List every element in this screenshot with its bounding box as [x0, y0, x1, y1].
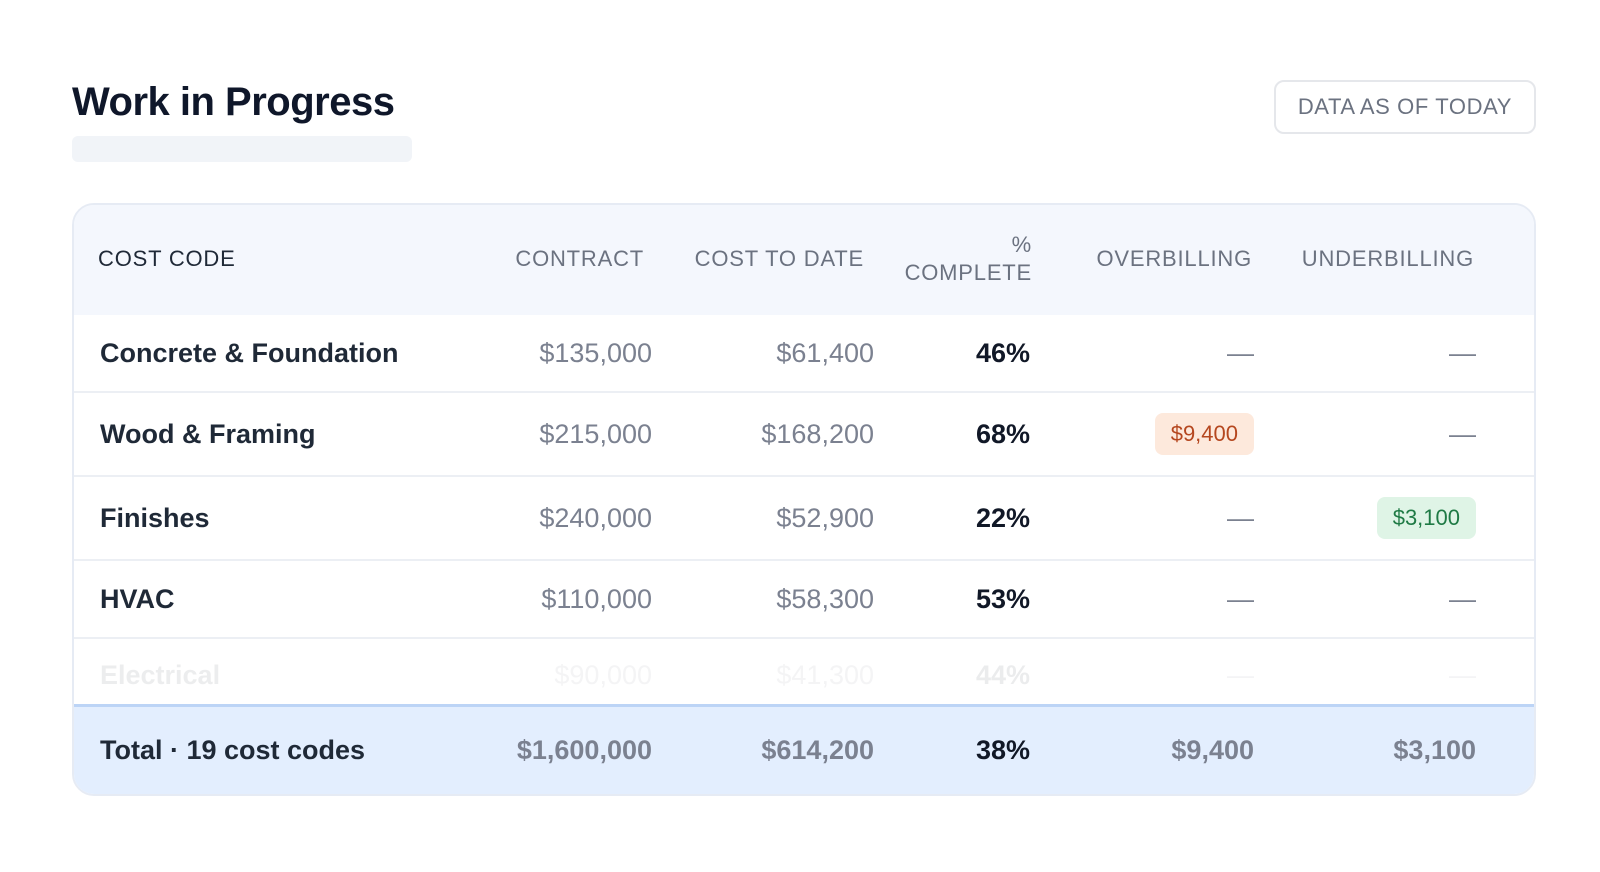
cost-code-name: Concrete & Foundation: [100, 337, 399, 368]
column-header-cost-to-date[interactable]: COST TO DATE: [694, 246, 864, 271]
underbilling-badge: $3,100: [1376, 497, 1476, 539]
table-row[interactable]: Wood & Framing $215,000 $168,200 68% $9,…: [74, 393, 1534, 477]
column-header-overbilling[interactable]: OVERBILLING: [1096, 246, 1252, 271]
pct-complete-value: 68%: [975, 418, 1030, 449]
table-header: COST CODE CONTRACT COST TO DATE % COMPLE…: [74, 205, 1534, 315]
column-header-pct-complete[interactable]: % COMPLETE: [894, 231, 1032, 287]
wip-table: COST CODE CONTRACT COST TO DATE % COMPLE…: [72, 203, 1536, 796]
table-row[interactable]: HVAC $110,000 $58,300 53% — —: [74, 561, 1534, 639]
cost-code-name: Finishes: [100, 502, 210, 533]
contract-value: $215,000: [539, 418, 652, 449]
contract-value: $110,000: [541, 583, 652, 614]
total-overbilling: $9,400: [1171, 735, 1254, 765]
total-pct-complete: 38%: [975, 735, 1030, 765]
cost-code-name: Electrical: [100, 659, 221, 690]
overbilling-badge: $9,400: [1154, 413, 1254, 455]
total-contract: $1,600,000: [516, 735, 652, 765]
underbilling-value: —: [1449, 418, 1476, 449]
overbilling-cell: $9,400: [1054, 393, 1254, 475]
total-cost-to-date: $614,200: [761, 735, 874, 765]
underbilling-value: —: [1449, 659, 1476, 690]
cost-to-date-value: $52,900: [776, 502, 874, 533]
overbilling-value: —: [1227, 337, 1254, 368]
table-row[interactable]: Concrete & Foundation $135,000 $61,400 4…: [74, 315, 1534, 393]
cost-to-date-value: $41,300: [776, 659, 874, 690]
pct-complete-value: 53%: [975, 583, 1030, 614]
overbilling-value: —: [1227, 583, 1254, 614]
pct-complete-value: 44%: [975, 659, 1030, 690]
data-as-of-badge[interactable]: DATA AS OF TODAY: [1273, 80, 1536, 134]
table-row[interactable]: Electrical $90,000 $41,300 44% — —: [74, 639, 1534, 711]
overbilling-value: —: [1227, 659, 1254, 690]
underbilling-cell: $3,100: [1274, 477, 1476, 559]
page-title: Work in Progress: [72, 80, 395, 124]
cost-to-date-value: $61,400: [776, 337, 874, 368]
column-header-pct-symbol: %: [1011, 232, 1032, 257]
total-label: Total · 19 cost codes: [100, 735, 366, 765]
contract-value: $90,000: [554, 659, 652, 690]
contract-value: $135,000: [539, 337, 652, 368]
underbilling-value: —: [1449, 583, 1476, 614]
subtitle-placeholder: [72, 136, 412, 162]
table-total-row: Total · 19 cost codes $1,600,000 $614,20…: [74, 704, 1534, 794]
cost-code-name: Wood & Framing: [100, 418, 316, 449]
page-header: Work in Progress DATA AS OF TODAY: [72, 78, 1536, 162]
column-header-contract[interactable]: CONTRACT: [515, 246, 644, 271]
contract-value: $240,000: [539, 502, 652, 533]
underbilling-value: —: [1449, 337, 1476, 368]
total-underbilling: $3,100: [1393, 735, 1476, 765]
column-header-cost-code[interactable]: COST CODE: [98, 246, 236, 271]
cost-to-date-value: $58,300: [776, 583, 874, 614]
column-header-underbilling[interactable]: UNDERBILLING: [1301, 246, 1474, 271]
pct-complete-value: 22%: [975, 502, 1030, 533]
cost-to-date-value: $168,200: [761, 418, 874, 449]
table-row[interactable]: Finishes $240,000 $52,900 22% — $3,100: [74, 477, 1534, 561]
cost-code-name: HVAC: [100, 583, 175, 614]
pct-complete-value: 46%: [975, 337, 1030, 368]
column-header-pct-label: COMPLETE: [904, 260, 1032, 285]
overbilling-value: —: [1227, 502, 1254, 533]
